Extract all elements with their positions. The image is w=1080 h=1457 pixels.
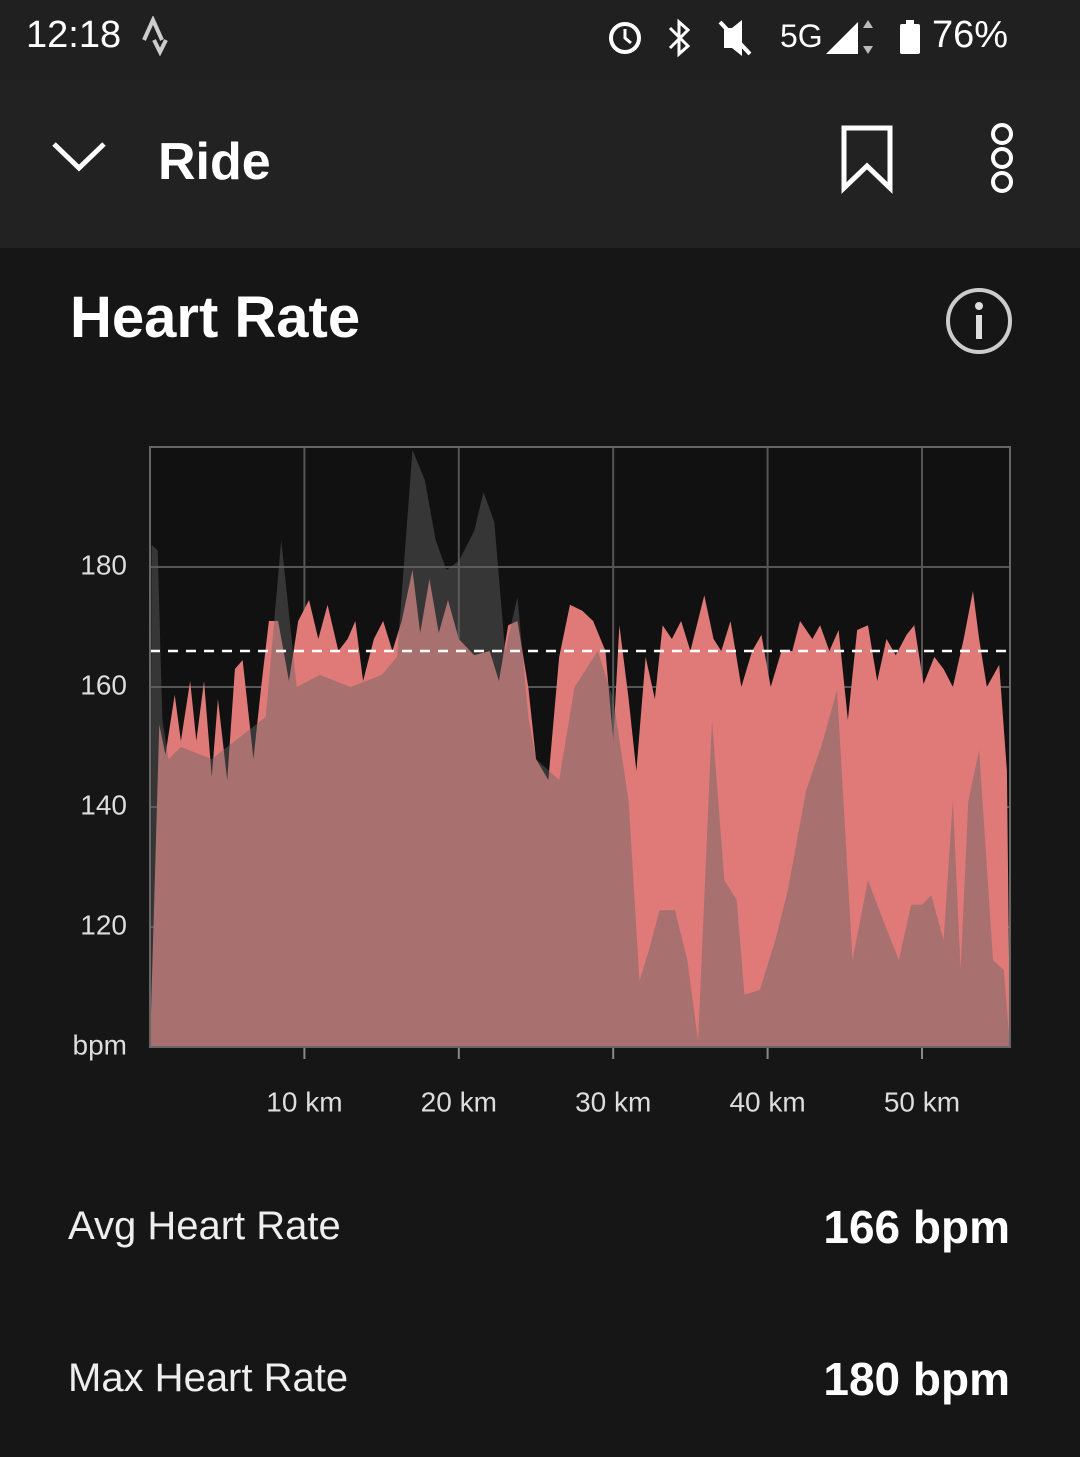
network-type: 5G bbox=[780, 18, 823, 54]
x-tick-label: 20 km bbox=[421, 1086, 497, 1117]
x-tick-label: 30 km bbox=[575, 1086, 651, 1117]
status-icons bbox=[609, 18, 752, 58]
collapse-button[interactable] bbox=[48, 136, 110, 176]
y-tick-label: 140 bbox=[80, 789, 127, 820]
stat-label: Avg Heart Rate bbox=[68, 1204, 341, 1248]
stat-value: 180 bpm bbox=[823, 1353, 1010, 1405]
signal-battery bbox=[826, 20, 920, 54]
strava-icon bbox=[142, 16, 168, 56]
plot-frame bbox=[149, 446, 1011, 1048]
more-button[interactable] bbox=[984, 122, 1020, 196]
clock: 12:18 bbox=[26, 14, 122, 56]
chart: bpm 120 140 160 180 10 km 20 km 30 km 40 km 50 km bbox=[73, 446, 1011, 1117]
x-tick-label: 10 km bbox=[266, 1086, 342, 1117]
screen-title: Ride bbox=[158, 133, 271, 191]
area bbox=[150, 450, 1010, 1047]
status-bar: 12:18 5G 76% bbox=[0, 0, 1080, 80]
stat-label: Max Heart Rate bbox=[68, 1356, 349, 1400]
x-tick-label: 40 km bbox=[729, 1086, 805, 1117]
bookmark-button[interactable] bbox=[836, 124, 900, 194]
y-tick-label: 160 bbox=[80, 669, 127, 700]
section-title: Heart Rate bbox=[70, 285, 361, 350]
info-button[interactable] bbox=[942, 286, 1016, 360]
battery-level: 76% bbox=[932, 14, 1009, 56]
app-bar: Ride bbox=[0, 80, 1080, 248]
y-tick-label: bpm bbox=[73, 1029, 127, 1060]
area bbox=[150, 570, 1010, 1047]
y-tick-label: 180 bbox=[80, 549, 127, 580]
x-tick-label: 50 km bbox=[884, 1086, 960, 1117]
stat-value: 166 bpm bbox=[823, 1201, 1010, 1253]
y-tick-label: 120 bbox=[80, 909, 127, 940]
